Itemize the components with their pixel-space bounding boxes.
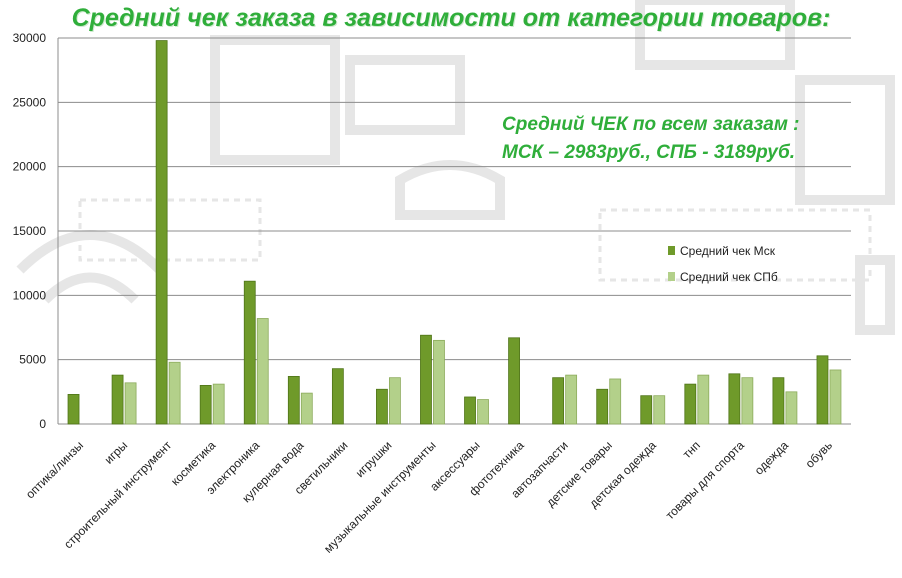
chart-annotation: Средний ЧЕК по всем заказам : МСК – 2983… [502,111,800,167]
bar-msk [728,373,741,425]
x-tick-label: одежда [752,438,792,478]
bar-spb [697,374,710,425]
bar-msk [596,388,609,425]
annotation-line-1: Средний ЧЕК по всем заказам : [502,114,800,135]
bar-spb [212,383,225,425]
bar-msk [155,40,168,425]
y-tick-label: 25000 [13,95,47,109]
bar-spb [477,399,489,425]
bar-msk [199,384,212,425]
y-tick-label: 5000 [19,353,46,367]
x-tick-label: обувь [803,438,835,470]
x-tick-label: тнп [680,438,703,461]
bar-spb [565,374,578,425]
bar-msk [376,388,388,425]
annotation-line-2: МСК – 2983руб., СПБ - 3189руб. [502,142,796,163]
y-tick-label: 0 [39,417,46,431]
y-tick-label: 10000 [13,288,47,302]
legend-swatch-msk [668,246,675,255]
legend-label-msk: Средний чек Мск [680,244,776,258]
bar-spb [609,378,622,425]
x-tick-label: оптика/линзы [23,438,86,501]
y-tick-label: 20000 [13,160,47,174]
y-tick-label: 15000 [13,224,47,238]
bar-spb [433,339,445,425]
legend-label-spb: Средний чек СПб [680,270,778,284]
y-tick-label: 30000 [13,31,47,45]
bar-msk [640,395,653,425]
bar-spb [829,369,842,425]
x-tick-label: игры [102,438,131,467]
x-tick-label: товары для спорта [663,438,747,522]
bar-spb [124,382,137,425]
bar-msk [772,377,785,425]
bar-msk [331,368,344,425]
bar-msk [420,334,432,425]
bar-spb [389,377,401,425]
bar-spb [653,395,666,425]
bar-msk [111,374,124,425]
bar-spb [741,377,754,425]
bar-msk [508,337,520,425]
chart-title: Средний чек заказа в зависимости от кате… [71,4,831,32]
bar-spb [785,391,798,425]
bar-msk [287,375,300,425]
bar-msk [67,394,80,425]
bar-spb [300,392,313,425]
bar-msk [243,280,256,425]
bar-msk [816,355,829,425]
bar-msk [464,396,476,425]
bar-msk [552,377,565,425]
bar-spb [168,361,181,425]
bar-spb [256,318,269,425]
legend-swatch-spb [668,272,675,281]
bar-msk [684,383,697,425]
x-tick-label: игрушки [353,438,395,480]
